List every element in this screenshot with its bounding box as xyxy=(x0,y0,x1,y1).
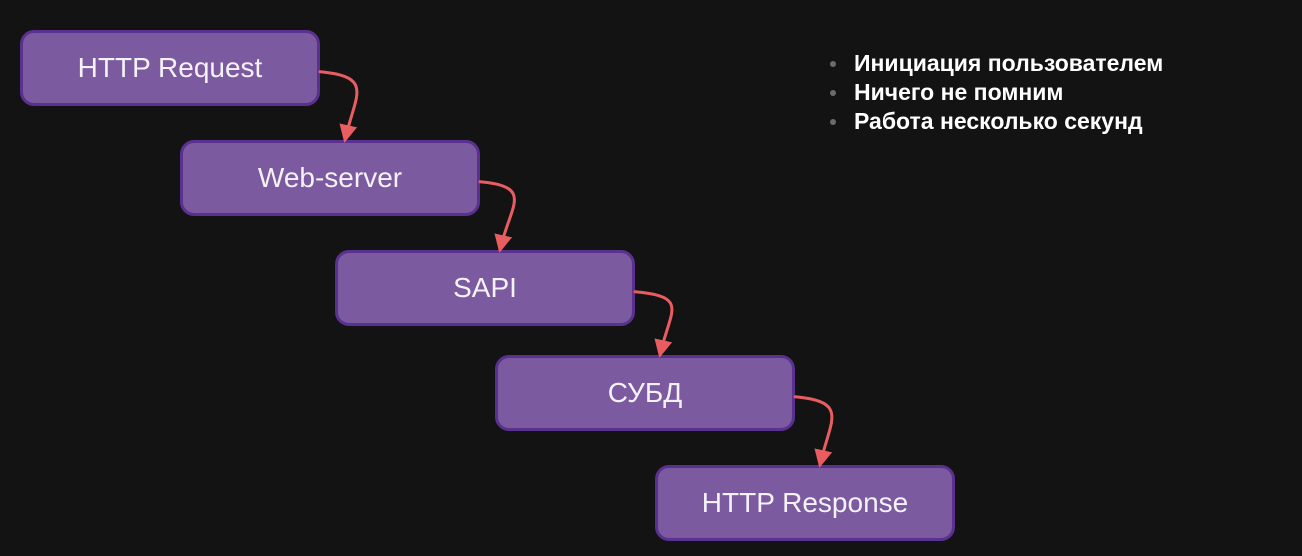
node-label: HTTP Response xyxy=(702,487,908,519)
bullet-item: Инициация пользователем xyxy=(830,50,1163,77)
bullet-text: Работа несколько секунд xyxy=(854,108,1143,135)
bullet-text: Инициация пользователем xyxy=(854,50,1163,77)
bullet-dot-icon xyxy=(830,119,836,125)
node-label: Web-server xyxy=(258,162,402,194)
bullet-text: Ничего не помним xyxy=(854,79,1063,106)
bullet-item: Работа несколько секунд xyxy=(830,108,1163,135)
node-sapi: SAPI xyxy=(335,250,635,326)
node-http-request: HTTP Request xyxy=(20,30,320,106)
node-http-response: HTTP Response xyxy=(655,465,955,541)
node-subd: СУБД xyxy=(495,355,795,431)
bullet-list: Инициация пользователем Ничего не помним… xyxy=(830,50,1163,137)
bullet-item: Ничего не помним xyxy=(830,79,1163,106)
bullet-dot-icon xyxy=(830,90,836,96)
node-label: СУБД xyxy=(608,377,682,409)
node-label: SAPI xyxy=(453,272,517,304)
node-label: HTTP Request xyxy=(78,52,263,84)
node-web-server: Web-server xyxy=(180,140,480,216)
bullet-dot-icon xyxy=(830,61,836,67)
